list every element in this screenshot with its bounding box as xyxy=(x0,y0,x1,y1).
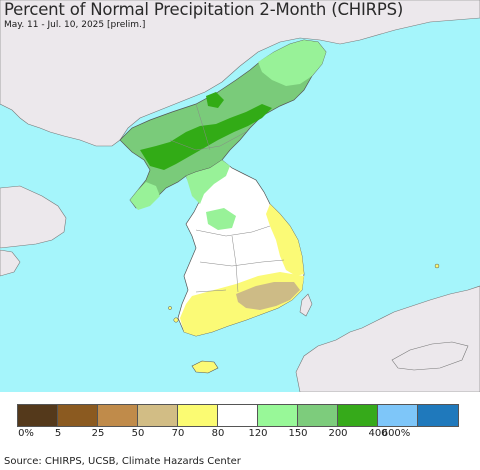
legend-tick-label: 150 xyxy=(288,428,308,439)
tsushima-island xyxy=(299,293,313,317)
legend-swatch xyxy=(258,405,298,426)
legend-swatch xyxy=(138,405,178,426)
legend-swatch xyxy=(18,405,58,426)
map-title: Percent of Normal Precipitation 2-Month … xyxy=(4,0,404,19)
legend-tick-label: 70 xyxy=(171,428,185,439)
north-korea-light-coast xyxy=(130,182,160,210)
shandong-peninsula xyxy=(0,185,67,249)
legend-tick-label: 5 xyxy=(54,428,62,439)
legend-tick-label: 200 xyxy=(328,428,348,439)
precipitation-map xyxy=(0,0,480,392)
legend-swatch xyxy=(298,405,338,426)
island-small-2 xyxy=(168,306,172,310)
south-korea-green-west xyxy=(206,208,236,230)
legend-tick-label: 80 xyxy=(211,428,225,439)
china-coast-lower xyxy=(0,249,21,277)
china-mainland xyxy=(0,0,480,147)
legend-tick-label: 0% xyxy=(18,428,34,439)
map-subtitle: May. 11 - Jul. 10, 2025 [prelim.] xyxy=(4,20,146,30)
legend-swatch xyxy=(218,405,258,426)
south-korea-tan-southeast xyxy=(236,282,300,310)
legend-swatch xyxy=(58,405,98,426)
island-ulleung xyxy=(434,263,440,269)
legend-colorbar xyxy=(17,404,459,427)
north-korea-wet-patch xyxy=(206,92,224,108)
legend-tick-label: 50 xyxy=(131,428,145,439)
legend-swatch xyxy=(418,405,458,426)
island-small-1 xyxy=(173,317,179,323)
legend-tick-label: 400 xyxy=(368,428,388,439)
south-korea-green-northwest xyxy=(186,160,230,204)
legend-swatch xyxy=(378,405,418,426)
legend-swatch xyxy=(338,405,378,426)
north-korea-northeast-light xyxy=(258,40,326,86)
japan-shikoku xyxy=(391,341,469,371)
province-borders xyxy=(169,103,285,293)
legend-swatch xyxy=(98,405,138,426)
south-korea-yellow-east xyxy=(266,204,304,276)
legend-tick-label: 25 xyxy=(91,428,105,439)
legend-swatch xyxy=(178,405,218,426)
legend-labels: 0% 5 25 50 70 80 120 150 200 400 600% xyxy=(0,428,480,442)
jeju-island xyxy=(191,360,219,374)
legend-tick-label: 600% xyxy=(381,428,411,439)
source-credit: Source: CHIRPS, UCSB, Climate Hazards Ce… xyxy=(4,456,241,467)
legend-tick-label: 120 xyxy=(248,428,268,439)
